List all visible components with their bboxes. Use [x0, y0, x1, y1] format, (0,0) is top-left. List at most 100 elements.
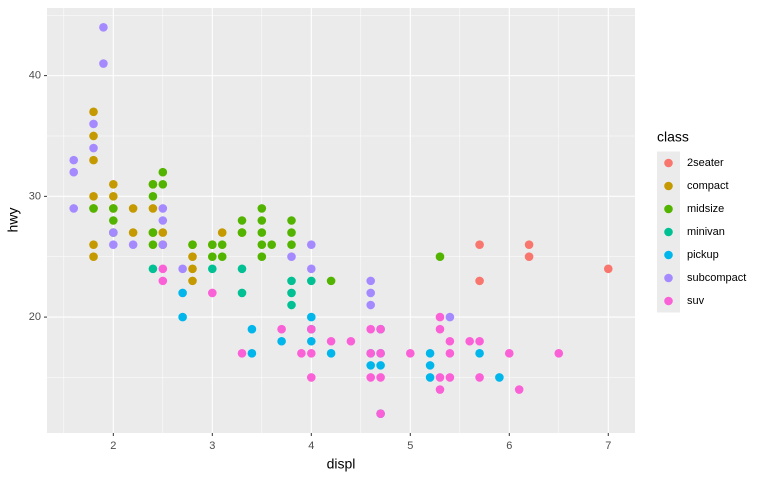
x-tick-label: 3 — [209, 440, 215, 452]
point — [237, 264, 247, 274]
point — [277, 336, 286, 346]
point — [148, 228, 158, 237]
point — [128, 240, 138, 249]
point — [69, 155, 79, 165]
point — [307, 349, 316, 358]
point — [366, 324, 375, 334]
point — [237, 288, 247, 298]
point — [99, 23, 108, 32]
point — [307, 312, 316, 322]
legend-label: midsize — [687, 203, 724, 215]
legend-label: compact — [687, 180, 729, 192]
point — [307, 336, 316, 346]
legend-swatch — [664, 204, 673, 214]
point — [435, 373, 445, 382]
point — [376, 324, 385, 334]
point — [445, 312, 455, 322]
point — [287, 240, 296, 249]
point — [109, 228, 118, 237]
point — [257, 228, 267, 237]
x-tick-label: 2 — [110, 440, 116, 452]
point — [475, 276, 484, 286]
panel — [47, 8, 635, 433]
point — [326, 276, 336, 286]
point — [366, 349, 375, 358]
point — [376, 349, 385, 358]
point — [425, 349, 435, 358]
legend-label: subcompact — [687, 272, 746, 284]
point — [217, 228, 227, 237]
point — [257, 252, 267, 262]
point — [178, 288, 187, 298]
point — [158, 179, 168, 189]
point — [514, 385, 524, 394]
point — [257, 240, 267, 249]
legend-swatch — [664, 181, 673, 191]
point — [425, 361, 435, 370]
point — [603, 264, 613, 274]
legend-swatch — [664, 158, 673, 168]
point — [307, 276, 316, 286]
point — [148, 264, 158, 274]
y-tick-label: 30 — [29, 190, 41, 202]
point — [287, 216, 296, 225]
legend-label: pickup — [687, 249, 719, 261]
y-axis-label: hwy — [5, 208, 21, 233]
point — [287, 276, 296, 286]
points — [69, 23, 613, 418]
point — [435, 312, 445, 322]
point — [435, 324, 445, 334]
grid — [47, 8, 635, 433]
point — [346, 336, 356, 346]
point — [287, 252, 296, 262]
point — [307, 373, 316, 382]
point — [376, 373, 385, 382]
point — [188, 276, 197, 286]
point — [148, 240, 158, 249]
point — [307, 240, 316, 249]
point — [405, 349, 415, 358]
legend-swatch — [664, 227, 673, 237]
point — [99, 59, 108, 68]
point — [158, 240, 168, 249]
point — [208, 288, 217, 298]
point — [435, 385, 445, 394]
point — [208, 264, 217, 274]
legend-title: class — [657, 129, 689, 145]
point — [554, 349, 564, 358]
point — [504, 349, 514, 358]
point — [247, 324, 257, 334]
point — [366, 300, 375, 310]
point — [237, 349, 247, 358]
point — [257, 204, 267, 213]
x-axis-label: displ — [327, 456, 356, 472]
y-tick-label: 20 — [29, 311, 41, 323]
point — [89, 240, 98, 249]
point — [89, 107, 98, 117]
point — [208, 240, 217, 249]
point — [366, 361, 375, 370]
point — [89, 155, 98, 165]
point — [425, 373, 435, 382]
legend-swatch — [664, 250, 673, 260]
point — [475, 336, 484, 346]
point — [109, 192, 118, 201]
point — [89, 143, 98, 153]
point — [188, 240, 197, 249]
point — [297, 349, 306, 358]
point — [178, 264, 187, 274]
point — [257, 216, 267, 225]
point — [109, 216, 118, 225]
legend-label: suv — [687, 295, 705, 307]
point — [178, 312, 187, 322]
legend-swatch — [664, 273, 673, 283]
point — [188, 264, 197, 274]
x-tick-label: 4 — [308, 440, 314, 452]
point — [148, 192, 158, 201]
point — [445, 336, 455, 346]
point — [247, 349, 257, 358]
point — [366, 373, 375, 382]
point — [445, 373, 455, 382]
